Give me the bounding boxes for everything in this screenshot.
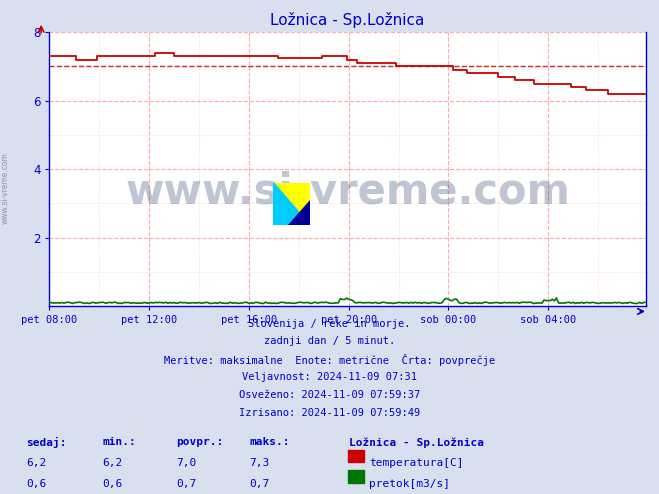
Text: 6,2: 6,2 bbox=[102, 458, 123, 468]
Text: pretok[m3/s]: pretok[m3/s] bbox=[369, 479, 450, 489]
Text: Osveženo: 2024-11-09 07:59:37: Osveženo: 2024-11-09 07:59:37 bbox=[239, 390, 420, 400]
Text: 0,6: 0,6 bbox=[26, 479, 47, 489]
Text: 6,2: 6,2 bbox=[26, 458, 47, 468]
Text: Ložnica - Sp.Ložnica: Ložnica - Sp.Ložnica bbox=[349, 437, 484, 448]
Text: zadnji dan / 5 minut.: zadnji dan / 5 minut. bbox=[264, 336, 395, 346]
Polygon shape bbox=[273, 183, 310, 225]
Text: temperatura[C]: temperatura[C] bbox=[369, 458, 463, 468]
Title: Ložnica - Sp.Ložnica: Ložnica - Sp.Ložnica bbox=[270, 12, 425, 28]
Text: sedaj:: sedaj: bbox=[26, 437, 67, 448]
Text: 0,7: 0,7 bbox=[249, 479, 270, 489]
Text: www.si-vreme.com: www.si-vreme.com bbox=[1, 152, 10, 224]
Text: povpr.:: povpr.: bbox=[177, 437, 224, 447]
Text: 7,3: 7,3 bbox=[249, 458, 270, 468]
Text: Veljavnost: 2024-11-09 07:31: Veljavnost: 2024-11-09 07:31 bbox=[242, 372, 417, 382]
Text: Meritve: maksimalne  Enote: metrične  Črta: povprečje: Meritve: maksimalne Enote: metrične Črta… bbox=[164, 354, 495, 366]
Text: maks.:: maks.: bbox=[249, 437, 289, 447]
Text: 0,7: 0,7 bbox=[177, 479, 197, 489]
Text: Izrisano: 2024-11-09 07:59:49: Izrisano: 2024-11-09 07:59:49 bbox=[239, 408, 420, 417]
Text: Slovenija / reke in morje.: Slovenija / reke in morje. bbox=[248, 319, 411, 329]
Text: 7,0: 7,0 bbox=[177, 458, 197, 468]
Polygon shape bbox=[288, 200, 310, 225]
Text: 0,6: 0,6 bbox=[102, 479, 123, 489]
Text: min.:: min.: bbox=[102, 437, 136, 447]
Text: www.si-vreme.com: www.si-vreme.com bbox=[125, 170, 570, 212]
